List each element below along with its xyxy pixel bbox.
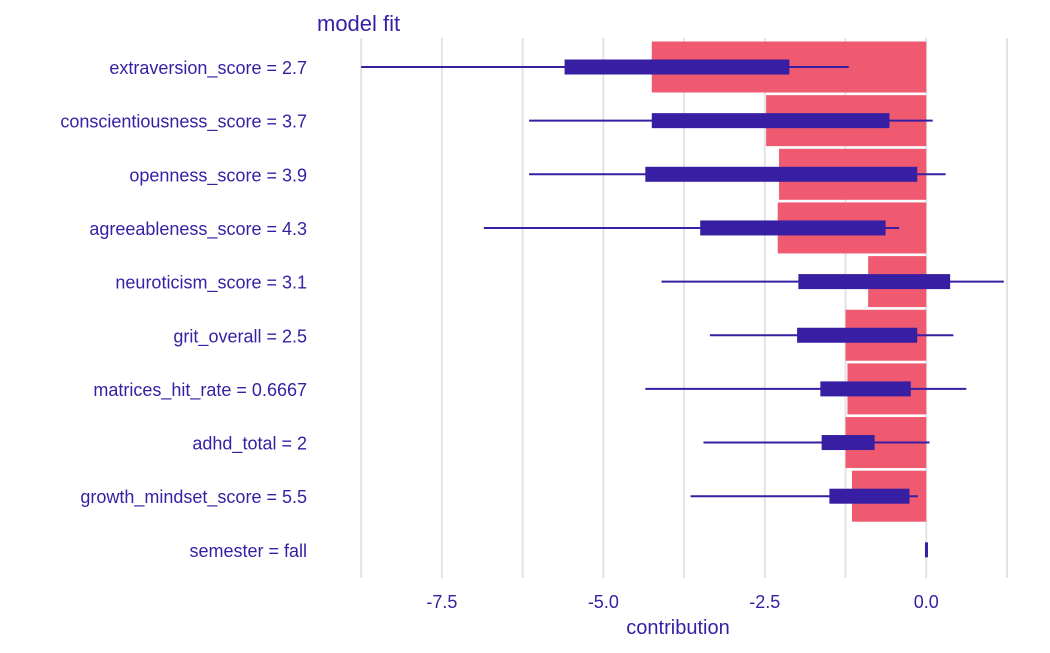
x-tick-label: -7.5 bbox=[426, 592, 457, 612]
category-label: conscientiousness_score = 3.7 bbox=[60, 112, 307, 133]
category-label: agreeableness_score = 4.3 bbox=[89, 219, 307, 240]
category-label: semester = fall bbox=[189, 541, 307, 561]
boxplots bbox=[361, 59, 1004, 558]
boxplot-box bbox=[924, 542, 928, 558]
boxplot-box bbox=[651, 113, 890, 129]
category-label: grit_overall = 2.5 bbox=[173, 326, 307, 347]
boxplot-box bbox=[798, 274, 951, 290]
chart-title: model fit bbox=[317, 11, 400, 36]
boxplot-box bbox=[829, 488, 910, 504]
boxplot-box bbox=[700, 220, 886, 236]
category-label: openness_score = 3.9 bbox=[129, 165, 307, 186]
boxplot-box bbox=[820, 381, 911, 397]
boxplot-box bbox=[564, 59, 790, 75]
x-tick-label: -5.0 bbox=[588, 592, 619, 612]
boxplot-box bbox=[645, 166, 918, 182]
x-axis-title: contribution bbox=[626, 617, 729, 639]
boxplot-box bbox=[821, 435, 875, 451]
x-tick-label: 0.0 bbox=[914, 592, 939, 612]
category-label: adhd_total = 2 bbox=[192, 434, 307, 455]
category-label: growth_mindset_score = 5.5 bbox=[80, 487, 307, 508]
boxplot-box bbox=[797, 327, 918, 343]
category-label: matrices_hit_rate = 0.6667 bbox=[93, 380, 307, 401]
category-label: neuroticism_score = 3.1 bbox=[115, 273, 307, 294]
category-label: extraversion_score = 2.7 bbox=[109, 58, 307, 79]
x-tick-labels: -7.5 -5.0 -2.5 0.0 bbox=[426, 592, 938, 612]
category-labels: extraversion_score = 2.7 conscientiousnes… bbox=[60, 58, 307, 561]
x-tick-label: -2.5 bbox=[749, 592, 780, 612]
